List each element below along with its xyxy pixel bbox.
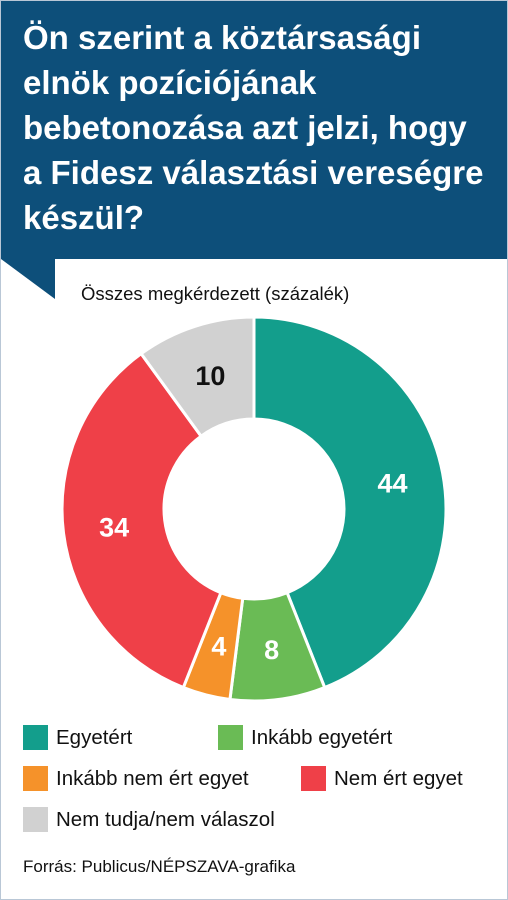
slice-value-label: 8: [264, 635, 279, 665]
legend-swatch: [23, 807, 48, 832]
legend-item-egyetert: Egyetért: [23, 725, 132, 750]
legend-label: Nem tudja/nem válaszol: [56, 807, 275, 831]
chart-subtitle: Összes megkérdezett (százalék): [81, 283, 350, 304]
speech-notch: [1, 259, 55, 299]
legend-item-nem-ert-egyet: Nem ért egyet: [301, 766, 463, 791]
legend-label: Inkább egyetért: [251, 725, 393, 749]
chart-title: Ön szerint a köztársasági elnök pozíciój…: [23, 19, 484, 236]
slice-nem-ert-egyet: [60, 351, 223, 690]
legend-label: Nem ért egyet: [334, 766, 463, 790]
legend-item-nem-tudja-nem-valaszol: Nem tudja/nem válaszol: [23, 807, 275, 832]
slice-value-label: 4: [211, 632, 226, 662]
slice-value-label: 10: [195, 361, 225, 391]
source-note: Forrás: Publicus/NÉPSZAVA-grafika: [23, 857, 296, 876]
slice-value-label: 34: [99, 513, 129, 543]
legend-swatch: [301, 766, 326, 791]
legend-label: Inkább nem ért egyet: [56, 766, 249, 790]
legend-swatch: [23, 766, 48, 791]
slice-value-label: 44: [377, 469, 407, 499]
legend-item-inkabb-nem-ert-egyet: Inkább nem ért egyet: [23, 766, 249, 791]
donut-chart: 44 8 4 34 10: [60, 315, 448, 703]
title-banner: Ön szerint a köztársasági elnök pozíciój…: [1, 1, 507, 259]
legend-label: Egyetért: [56, 725, 133, 749]
legend-swatch: [23, 725, 48, 750]
slice-egyetert: [252, 315, 448, 690]
legend-item-inkabb-egyetert: Inkább egyetért: [218, 725, 392, 750]
slice-nem-tudja-nem-valaszol: [139, 315, 256, 439]
legend-swatch: [218, 725, 243, 750]
